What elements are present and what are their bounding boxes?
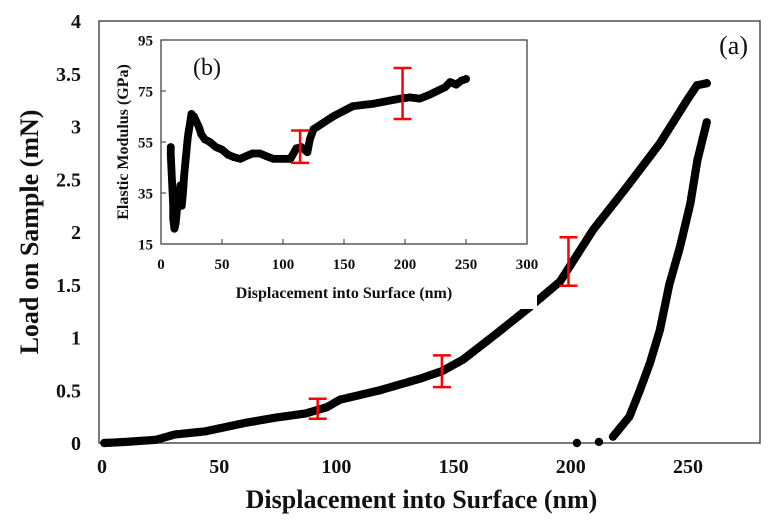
inset-data-points — [166, 75, 470, 233]
main-x-axis-title: Displacement into Surface (nm) — [246, 485, 598, 514]
y-tick-label: 1.5 — [56, 275, 81, 297]
y-tick-label: 35 — [138, 186, 153, 202]
error-bar — [559, 236, 578, 288]
inset-y-axis-title: Elastic Modulus (GPa) — [115, 64, 132, 220]
data-point — [594, 437, 604, 447]
inset-x-axis-title: Displacement into Surface (nm) — [236, 285, 452, 302]
inset-plot: 0 50 100 150 200 250 300 15 35 55 75 95 Displaceme… — [101, 33, 538, 309]
x-tick-label: 50 — [209, 456, 229, 478]
error-bar — [291, 129, 310, 165]
data-point — [572, 438, 582, 448]
y-tick-label: 2 — [71, 222, 81, 244]
y-tick-label: 4 — [71, 11, 81, 33]
main-y-axis-title: Load on Sample (mN) — [15, 110, 44, 355]
x-tick-label: 200 — [556, 456, 586, 478]
x-tick-label: 300 — [516, 257, 539, 273]
y-tick-label: 0.5 — [56, 380, 81, 402]
inset-y-ticks: 15 35 55 75 95 — [138, 33, 166, 253]
main-error-bars — [308, 236, 578, 420]
x-tick-label: 250 — [673, 456, 703, 478]
error-bar — [308, 397, 327, 420]
main-x-ticks: 0 50 100 150 200 250 — [97, 456, 703, 478]
y-tick-label: 3 — [71, 117, 81, 139]
data-point — [608, 432, 618, 441]
error-bar — [393, 66, 412, 121]
x-tick-label: 0 — [157, 257, 165, 273]
y-tick-label: 1 — [71, 328, 81, 350]
x-tick-label: 150 — [333, 257, 356, 273]
y-tick-label: 95 — [138, 33, 153, 49]
panel-label-b: (b) — [193, 55, 221, 81]
inset-x-ticks: 0 50 100 150 200 250 300 — [157, 239, 538, 273]
error-bar — [432, 354, 451, 389]
main-y-ticks: 0 0.5 1 1.5 2 2.5 3 3.5 4 — [56, 11, 81, 455]
y-tick-label: 75 — [138, 84, 153, 100]
y-tick-label: 15 — [138, 237, 153, 253]
inset-error-bars — [291, 66, 412, 165]
main-plot-frame — [98, 20, 761, 444]
x-tick-label: 0 — [97, 456, 107, 478]
x-tick-label: 50 — [215, 257, 230, 273]
x-tick-label: 200 — [394, 257, 417, 273]
panel-label-a: (a) — [719, 31, 748, 60]
x-tick-label: 250 — [455, 257, 478, 273]
x-tick-label: 150 — [439, 456, 469, 478]
x-tick-label: 100 — [272, 257, 295, 273]
data-point — [462, 75, 470, 84]
y-tick-label: 2.5 — [56, 169, 81, 191]
x-tick-label: 100 — [321, 456, 351, 478]
y-tick-label: 3.5 — [56, 64, 81, 86]
data-point — [702, 79, 711, 88]
y-tick-label: 0 — [71, 433, 81, 455]
y-tick-label: 55 — [138, 135, 153, 151]
main-plot: 0 50 100 150 200 250 00.511.522.533.54 Displa… — [15, 11, 761, 514]
